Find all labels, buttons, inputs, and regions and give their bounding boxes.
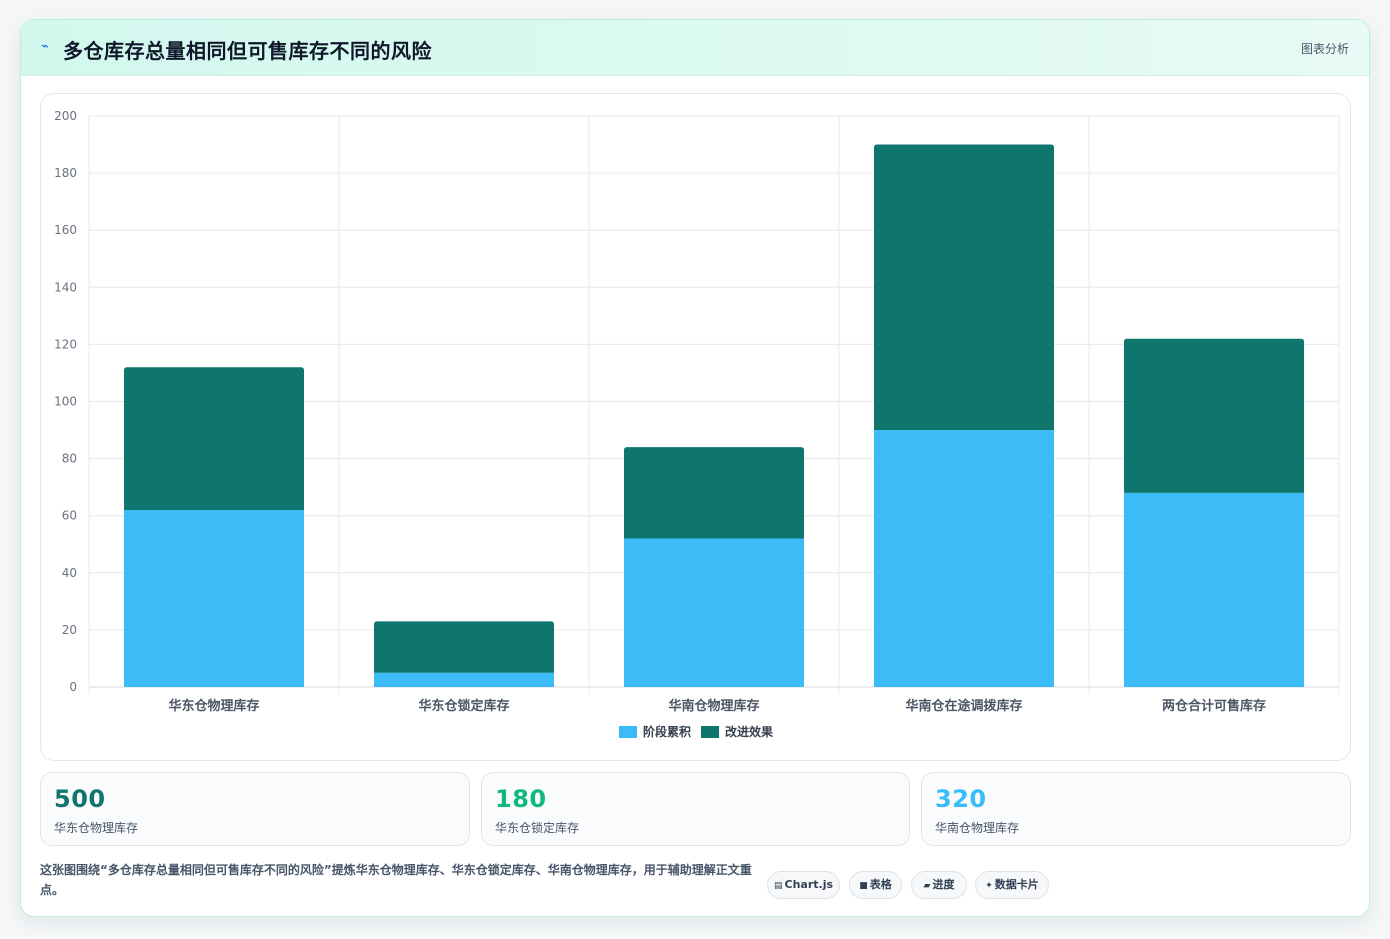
chip-label: 进度 <box>932 878 955 891</box>
legend-label: 阶段累积 <box>643 724 691 739</box>
stat-value: 500 <box>54 785 106 813</box>
y-tick-label: 80 <box>62 452 77 466</box>
data-card-icon: ✦ <box>985 881 993 891</box>
page-title: 多仓库存总量相同但可售库存不同的风险 <box>63 39 432 63</box>
chart-description: 这张图围绕“多仓库存总量相同但可售库存不同的风险”提炼华东仓物理库存、华东仓锁定… <box>40 863 752 897</box>
chip-label: 表格 <box>869 878 892 891</box>
bar-stage-cumulative <box>624 538 804 687</box>
bar-stage-cumulative <box>1124 492 1304 687</box>
chip-chartjs[interactable]: ▤ Chart.js <box>767 871 840 899</box>
card-header: ⌁ 多仓库存总量相同但可售库存不同的风险 图表分析 <box>21 20 1369 76</box>
y-tick-label: 20 <box>62 623 77 637</box>
y-tick-label: 160 <box>54 223 77 237</box>
legend-swatch <box>701 726 719 738</box>
y-tick-label: 120 <box>54 337 77 351</box>
chartjs-icon: ▤ <box>773 881 783 891</box>
bar-improvement-effect <box>1124 338 1304 493</box>
stat-label: 华东仓锁定库存 <box>495 821 580 835</box>
x-tick-label: 华东仓锁定库存 <box>418 698 509 714</box>
legend-swatch <box>619 726 637 738</box>
y-tick-label: 40 <box>62 566 77 580</box>
x-tick-label: 华南仓物理库存 <box>668 698 759 714</box>
chart-panel: 0 20 40 60 80 100 120 140 160 180 200 华东仓物理库存 华东仓锁定库… <box>40 93 1351 761</box>
chip-data-card[interactable]: ✦ 数据卡片 <box>975 871 1049 899</box>
trend-icon: ⌁ <box>41 39 49 54</box>
legend-label: 改进效果 <box>725 724 773 739</box>
bar-stage-cumulative <box>124 509 304 687</box>
stacked-bar-chart: 0 20 40 60 80 100 120 140 160 180 200 华东仓物理库存 华东仓锁定库… <box>54 109 1340 739</box>
bar-improvement-effect <box>624 447 804 539</box>
y-tick-label: 140 <box>54 280 77 294</box>
stat-card-east-physical: 500 华东仓物理库存 <box>40 772 470 846</box>
chip-label: 数据卡片 <box>994 878 1039 891</box>
x-tick-label: 华东仓物理库存 <box>168 698 259 714</box>
stat-card-east-locked: 180 华东仓锁定库存 <box>481 772 910 846</box>
stat-value: 320 <box>935 785 987 813</box>
bar-improvement-effect <box>874 144 1054 431</box>
x-tick-label: 华南仓在途调拨库存 <box>905 698 1022 714</box>
chip-progress[interactable]: ▰ 进度 <box>911 871 967 899</box>
stat-label: 华东仓物理库存 <box>54 821 139 835</box>
y-tick-label: 200 <box>54 109 77 123</box>
bar-stage-cumulative <box>874 430 1054 687</box>
stat-label: 华南仓物理库存 <box>935 821 1020 835</box>
y-tick-label: 180 <box>54 166 77 180</box>
y-tick-label: 100 <box>54 395 77 409</box>
y-tick-label: 60 <box>62 509 77 523</box>
chart-analysis-link[interactable]: 图表分析 <box>1300 42 1349 56</box>
bar-stage-cumulative <box>374 672 554 687</box>
bar-improvement-effect <box>124 367 304 510</box>
y-tick-label: 0 <box>69 680 77 694</box>
chip-label: Chart.js <box>784 878 834 891</box>
stat-value: 180 <box>495 785 547 813</box>
chart-card: ⌁ 多仓库存总量相同但可售库存不同的风险 图表分析 0 20 40 60 80 100 12… <box>20 19 1370 917</box>
chip-table[interactable]: ■ 表格 <box>849 871 902 899</box>
progress-icon: ▰ <box>923 881 931 891</box>
table-icon: ■ <box>859 881 868 891</box>
stat-card-south-physical: 320 华南仓物理库存 <box>921 772 1351 846</box>
x-tick-label: 两仓合计可售库存 <box>1162 698 1266 714</box>
bar-improvement-effect <box>374 621 554 673</box>
